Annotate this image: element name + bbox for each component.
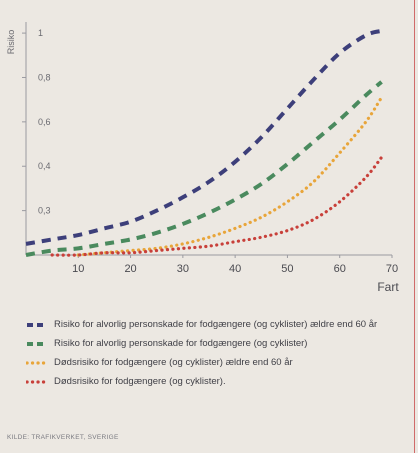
- x-tick-label: 10: [72, 263, 84, 275]
- series-line-3: [76, 95, 384, 257]
- series-layer: [25, 28, 384, 257]
- series-line-4: [50, 155, 384, 257]
- legend-swatch: [27, 342, 47, 346]
- legend-item: Dødsrisiko for fodgængere (og cyklister)…: [26, 356, 406, 369]
- x-tick-label: 60: [334, 263, 346, 275]
- x-tick-label: 40: [229, 263, 241, 275]
- legend-item: Risiko for alvorlig personskade for fodg…: [26, 337, 406, 350]
- legend-label: Risiko for alvorlig personskade for fodg…: [54, 319, 378, 330]
- legend-item: Risiko for alvorlig personskade for fodg…: [26, 318, 406, 331]
- y-tick-label: 0,6: [38, 117, 51, 127]
- y-axis-label: Risiko: [6, 30, 16, 55]
- y-tick-label: 0,3: [38, 206, 51, 216]
- legend-swatch: [27, 323, 47, 327]
- legend: Risiko for alvorlig personskade for fodg…: [26, 318, 406, 394]
- x-axis-label: Fart: [377, 280, 399, 294]
- x-tick-label: 20: [124, 263, 136, 275]
- legend-label: Dødsrisiko for fodgængere (og cyklister)…: [54, 357, 293, 368]
- legend-label: Risiko for alvorlig personskade for fodg…: [54, 338, 308, 349]
- risk-speed-chart: Risiko 0,3 0,4 0,6 0,8 1 10 20 30 40 50 60 70 Fart: [6, 22, 399, 294]
- x-tick-label: 70: [386, 263, 398, 275]
- y-tick-label: 0,8: [38, 72, 51, 82]
- axes: Risiko 0,3 0,4 0,6 0,8 1 10 20 30 40 50 60 70 Fart: [6, 22, 399, 294]
- x-tick-label: 30: [177, 263, 189, 275]
- x-tick-label: 50: [281, 263, 293, 275]
- series-line-2: [25, 80, 383, 257]
- series-line-1: [25, 28, 383, 246]
- legend-swatch: [26, 361, 48, 365]
- legend-swatch: [26, 380, 48, 384]
- legend-item: Dødsrisiko for fodgængere (og cyklister)…: [26, 375, 406, 388]
- y-tick-label: 0,4: [38, 161, 51, 171]
- source-credit: KILDE: TRAFIKVERKET, SVERIGE: [7, 434, 119, 441]
- page-edge-line: [414, 0, 415, 453]
- y-tick-label: 1: [38, 28, 43, 38]
- legend-label: Dødsrisiko for fodgængere (og cyklister)…: [54, 376, 226, 387]
